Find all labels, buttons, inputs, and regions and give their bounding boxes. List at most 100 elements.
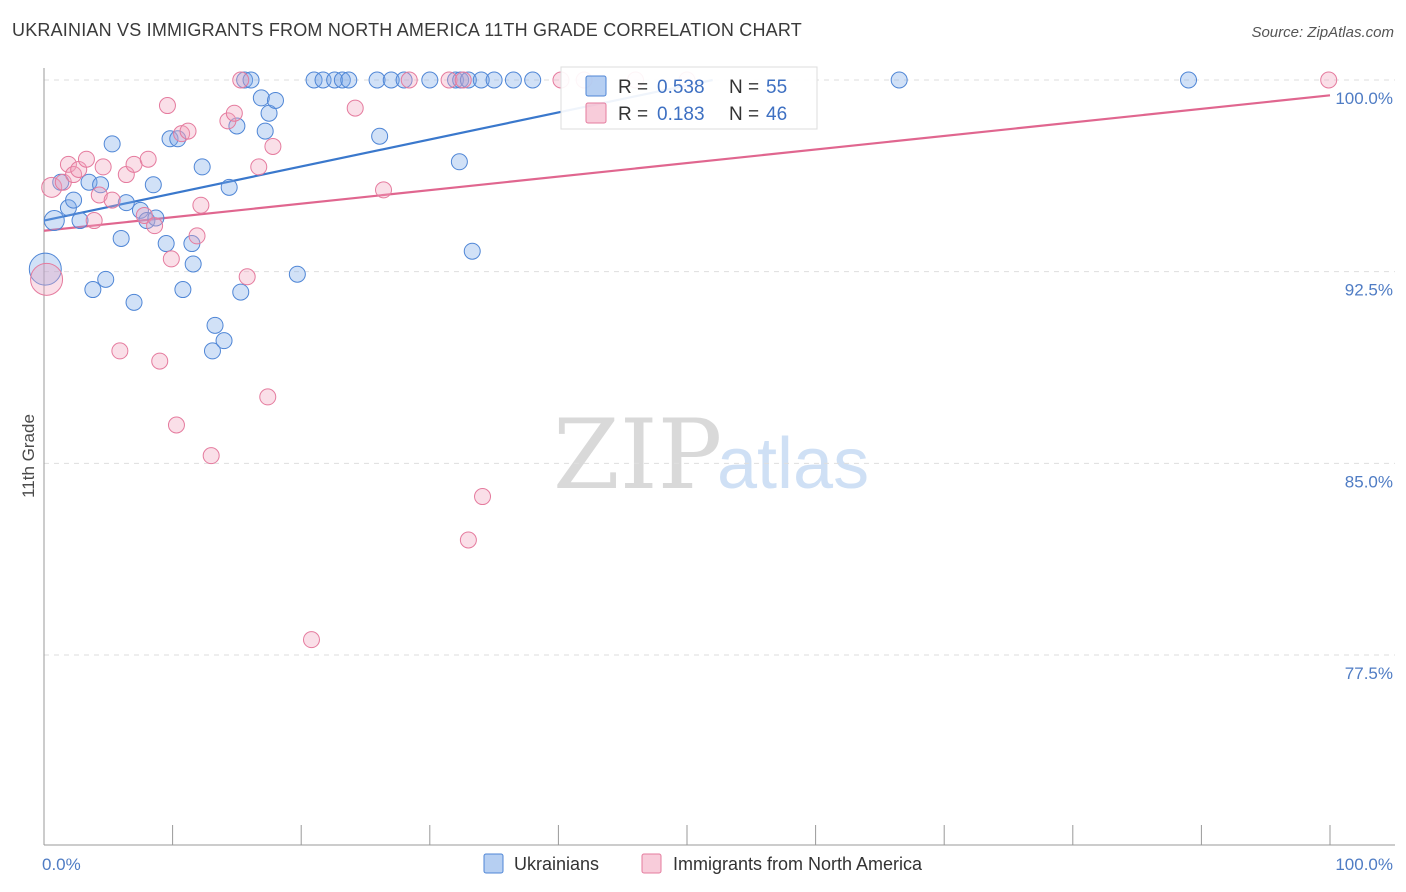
immigrant-point	[30, 262, 64, 296]
ukrainian-point	[215, 332, 233, 350]
immigrant-point	[125, 155, 143, 173]
ukrainian-point	[157, 235, 175, 253]
immigrant-point	[41, 176, 63, 198]
ukrainian-point	[314, 71, 332, 89]
immigrant-point	[238, 268, 256, 286]
legend-r-label-immigrants: R =	[618, 104, 648, 125]
legend-r-label-ukrainians: R =	[618, 77, 648, 98]
bottom-legend-label-immigrants: Immigrants from North America	[673, 854, 923, 874]
immigrant-point	[1320, 71, 1338, 89]
ukrainian-point	[288, 265, 306, 283]
immigrant-point	[94, 158, 112, 176]
immigrant-point	[90, 186, 108, 204]
watermark-zip: ZIP	[553, 399, 722, 511]
gridlines	[44, 79, 1395, 656]
immigrant-point	[103, 191, 121, 209]
immigrant-point	[151, 352, 169, 370]
ukrainian-point	[256, 122, 274, 140]
y-tick-label: 85.0%	[1345, 472, 1393, 491]
immigrant-point	[146, 217, 164, 235]
immigrant-trend-line	[43, 94, 1331, 232]
immigrant-point	[188, 227, 206, 245]
immigrant-point	[302, 631, 320, 649]
x-tick-label-max: 100.0%	[1335, 855, 1393, 874]
legend-r-value-ukrainians: 0.538	[657, 77, 705, 98]
legend-swatch-immigrants	[585, 102, 607, 124]
ukrainian-point	[368, 71, 386, 89]
ukrainian-point	[463, 242, 481, 260]
ukrainian-point	[112, 229, 130, 247]
ukrainian-point	[228, 117, 246, 135]
ukrainian-point	[193, 158, 211, 176]
y-tick-label: 77.5%	[1345, 664, 1393, 683]
ukrainian-point	[524, 71, 542, 89]
bottom-legend: Ukrainians Immigrants from North America	[483, 853, 923, 874]
ukrainian-point	[71, 212, 89, 230]
ukrainian-point	[117, 194, 135, 212]
immigrant-point	[135, 206, 153, 224]
y-tick-labels: 100.0% 92.5% 85.0% 77.5%	[1335, 89, 1393, 683]
immigrant-point	[346, 99, 364, 117]
immigrant-point	[459, 531, 477, 549]
immigrant-point	[250, 158, 268, 176]
ukrainian-point	[382, 71, 400, 89]
immigrant-point	[192, 196, 210, 214]
ukrainian-point	[305, 71, 323, 89]
bottom-legend-swatch-immigrants	[641, 853, 662, 874]
ukrainian-point	[236, 71, 254, 89]
immigrant-point	[232, 71, 250, 89]
y-tick-label: 92.5%	[1345, 281, 1393, 300]
data-points	[28, 71, 1338, 649]
ukrainian-point	[184, 255, 202, 273]
immigrant-point	[65, 166, 83, 184]
ukrainian-point	[174, 281, 192, 299]
inset-legend: R = 0.538 N = 55 R = 0.183 N = 46	[560, 66, 818, 130]
immigrant-point	[474, 488, 492, 506]
immigrant-point	[158, 97, 176, 115]
bottom-legend-swatch-ukrainians	[483, 853, 504, 874]
ukrainian-point	[890, 71, 908, 89]
immigrant-point	[440, 71, 458, 89]
ukrainian-point	[65, 191, 83, 209]
ukrainian-point	[125, 293, 143, 311]
ukrainian-point	[472, 71, 490, 89]
ukrainian-point	[459, 71, 477, 89]
ukrainian-point	[28, 252, 62, 286]
legend-n-value-ukrainians: 55	[766, 77, 787, 98]
y-axis-label: 11th Grade	[19, 414, 38, 498]
ukrainian-point	[485, 71, 503, 89]
ukrainian-point	[421, 71, 439, 89]
x-tick-label-min: 0.0%	[42, 855, 81, 874]
immigrant-point	[85, 212, 103, 230]
ukrainian-point	[242, 71, 260, 89]
source-credit: Source: ZipAtlas.com	[1251, 24, 1394, 41]
immigrant-point	[179, 122, 197, 140]
y-tick-label: 100.0%	[1335, 89, 1393, 108]
ukrainian-point	[266, 91, 284, 109]
ukrainian-point	[252, 89, 270, 107]
immigrant-point	[259, 388, 277, 406]
ukrainian-point	[206, 316, 224, 334]
legend-swatch-ukrainians	[585, 75, 607, 97]
ukrainian-point	[340, 71, 358, 89]
bottom-legend-label-ukrainians: Ukrainians	[514, 854, 599, 874]
immigrant-point	[202, 447, 220, 465]
x-ticks	[43, 825, 1331, 845]
ukrainian-point	[144, 176, 162, 194]
ukrainian-point	[450, 153, 468, 171]
immigrant-point	[162, 250, 180, 268]
ukrainian-point	[203, 342, 221, 360]
immigrant-point	[375, 181, 393, 199]
immigrant-point	[264, 137, 282, 155]
immigrant-point	[139, 150, 157, 168]
watermark-atlas: atlas	[717, 424, 869, 504]
immigrant-point	[59, 155, 77, 173]
immigrant-point	[400, 71, 418, 89]
chart-title: UKRAINIAN VS IMMIGRANTS FROM NORTH AMERI…	[12, 20, 802, 40]
ukrainian-point	[43, 210, 65, 232]
legend-n-label-immigrants: N =	[729, 104, 759, 125]
immigrant-point	[454, 71, 472, 89]
ukrainian-point	[1180, 71, 1198, 89]
legend-r-value-immigrants: 0.183	[657, 104, 705, 125]
